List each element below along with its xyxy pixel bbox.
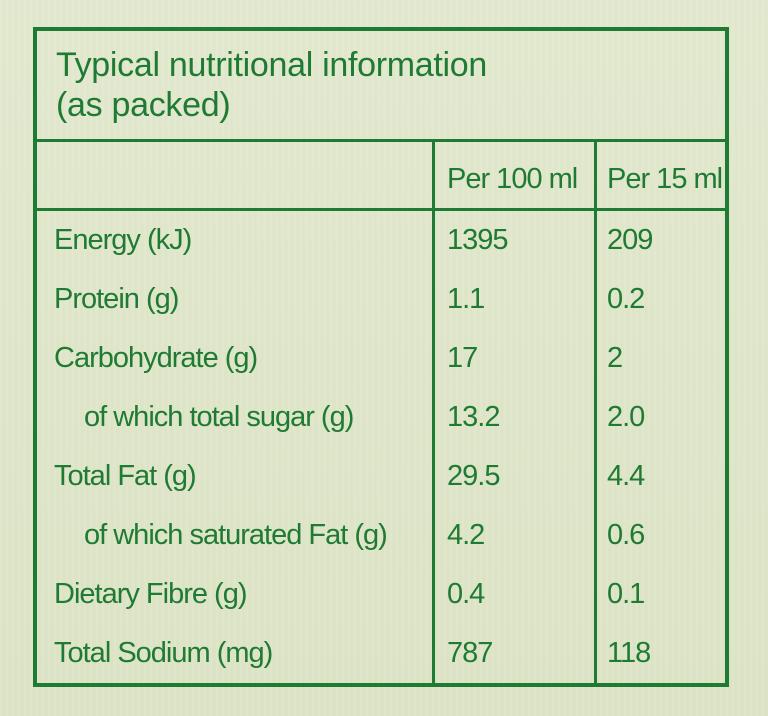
nutrient-row-total-sodium: Total Sodium (mg) 787 118 bbox=[37, 624, 725, 683]
value-per-15ml: 0.2 bbox=[607, 283, 645, 315]
value-per-15ml: 2.0 bbox=[607, 401, 645, 433]
value-per-100ml: 17 bbox=[447, 342, 478, 374]
column-header-row: Per 100 ml Per 15 ml bbox=[37, 142, 725, 211]
column-header-per-100ml: Per 100 ml bbox=[447, 163, 578, 195]
value-per-15ml: 2 bbox=[607, 342, 623, 374]
nutrient-row-carbohydrate: Carbohydrate (g) 17 2 bbox=[37, 329, 725, 388]
nutrition-title: Typical nutritional information (as pack… bbox=[37, 31, 725, 142]
value-per-15ml: 118 bbox=[607, 637, 651, 669]
nutrient-row-dietary-fibre: Dietary Fibre (g) 0.4 0.1 bbox=[37, 565, 725, 624]
nutrient-label: Protein (g) bbox=[54, 283, 179, 315]
column-divider bbox=[432, 142, 435, 683]
title-line-2: (as packed) bbox=[56, 86, 231, 124]
column-header-per-15ml: Per 15 ml bbox=[607, 163, 723, 195]
nutrient-label: of which total sugar (g) bbox=[84, 401, 354, 433]
value-per-100ml: 13.2 bbox=[447, 401, 500, 433]
nutrient-label: Total Fat (g) bbox=[54, 460, 197, 492]
column-divider bbox=[594, 142, 597, 683]
nutrient-row-protein: Protein (g) 1.1 0.2 bbox=[37, 270, 725, 329]
nutrient-label: Total Sodium (mg) bbox=[54, 637, 273, 669]
nutrition-panel: Typical nutritional information (as pack… bbox=[33, 27, 729, 687]
nutrient-label: Carbohydrate (g) bbox=[54, 342, 258, 374]
nutrient-row-saturated-fat: of which saturated Fat (g) 4.2 0.6 bbox=[37, 506, 725, 565]
nutrient-row-energy: Energy (kJ) 1395 209 bbox=[37, 211, 725, 270]
value-per-100ml: 787 bbox=[447, 637, 493, 669]
value-per-15ml: 4.4 bbox=[607, 460, 645, 492]
value-per-100ml: 1395 bbox=[447, 224, 509, 256]
title-line-1: Typical nutritional information bbox=[56, 46, 488, 84]
value-per-100ml: 29.5 bbox=[447, 460, 500, 492]
value-per-15ml: 209 bbox=[607, 224, 653, 256]
value-per-15ml: 0.1 bbox=[607, 578, 645, 610]
nutrient-label: Energy (kJ) bbox=[54, 224, 192, 256]
value-per-100ml: 1.1 bbox=[447, 283, 485, 315]
nutrient-row-total-sugar: of which total sugar (g) 13.2 2.0 bbox=[37, 388, 725, 447]
nutrient-label: of which saturated Fat (g) bbox=[84, 519, 388, 551]
value-per-100ml: 4.2 bbox=[447, 519, 485, 551]
value-per-15ml: 0.6 bbox=[607, 519, 645, 551]
nutrient-row-total-fat: Total Fat (g) 29.5 4.4 bbox=[37, 447, 725, 506]
value-per-100ml: 0.4 bbox=[447, 578, 485, 610]
nutrient-label: Dietary Fibre (g) bbox=[54, 578, 247, 610]
